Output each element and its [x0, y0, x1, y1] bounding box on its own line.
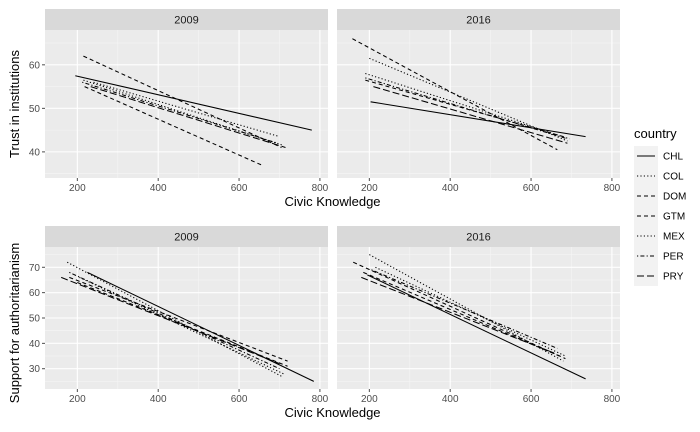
legend-label-chl: CHL — [663, 152, 683, 163]
panel-r2-2016-series-mex — [369, 254, 564, 362]
panel-r2-2009-x-tick-label: 600 — [231, 394, 248, 405]
panel-r1-2016-series-pry — [373, 86, 568, 144]
panel-r2-2009-series-per — [69, 271, 280, 370]
panel-r1-2009-strip-label: 2009 — [174, 15, 198, 27]
x-axis-title-row2: Civic Knowledge — [284, 405, 380, 420]
legend-label-col: COL — [663, 172, 684, 183]
panel-r1-2016-series-per — [365, 77, 568, 140]
panel-r1-2009-y-tick-label: 60 — [29, 60, 41, 71]
panel-r1-2009-series-dom — [84, 86, 262, 166]
panel-r2-2009-series-pry — [61, 276, 280, 365]
panel-r2-2009-strip-label: 2009 — [174, 232, 198, 244]
panel-r1-2016-series-chl — [370, 101, 586, 138]
y-axis-title-row2: Support for authoritarianism — [7, 243, 22, 403]
panel-r1-2016-series-dom — [365, 79, 564, 138]
panel-r2-2016-series-dom — [352, 261, 566, 360]
legend-label-gtm: GTM — [663, 212, 685, 223]
legend-key-bg-mex — [634, 226, 658, 246]
panel-r2-2016-strip — [337, 226, 620, 247]
panel-r2-2009-strip — [45, 226, 328, 247]
panel-r1-2009-x-tick-label: 600 — [231, 183, 248, 194]
panel-r2-2016-strip-label: 2016 — [466, 232, 490, 244]
legend-key-bg-col — [634, 166, 658, 186]
panel-r1-2009-series-col — [83, 79, 284, 146]
panel-r2-2009-x-tick-label: 400 — [150, 394, 167, 405]
panel-r2-2009-series-chl — [87, 271, 315, 382]
panel-r1-2009-series-pry — [90, 86, 286, 149]
panel-r2-2016-x-tick-label: 600 — [523, 394, 540, 405]
legend-label-pry: PRY — [663, 272, 684, 283]
panel-r2-2009-x-tick-label: 800 — [312, 394, 329, 405]
legend-key-bg-pry — [634, 266, 658, 286]
panel-r1-2016-series-gtm — [352, 38, 558, 151]
panel-r1-2009-x-tick-label: 800 — [312, 183, 329, 194]
y-axis-title-row1: Trust in institutions — [7, 50, 22, 158]
panel-r2-2009-y-tick-label: 50 — [29, 314, 41, 325]
panel-r2-2016-series-chl — [367, 274, 586, 380]
panel-r1-2016-x-tick-label: 800 — [604, 183, 621, 194]
legend: country CHL COL DOM GTM MEX PER PRY — [634, 126, 686, 286]
panel-r1-2016-background — [337, 30, 620, 178]
panel-r1-2016-x-tick-label: 400 — [442, 183, 459, 194]
legend-label-mex: MEX — [663, 232, 685, 243]
legend-key-bg-per — [634, 246, 658, 266]
panel-r1-2016-x-tick-label: 600 — [523, 183, 540, 194]
panel-r1-2009-series-chl — [75, 75, 312, 131]
panel-r2-2016-series-gtm — [363, 271, 560, 357]
panel-r1-2009-series-gtm — [83, 55, 282, 148]
panel-r2-2016-series-col — [375, 266, 566, 357]
panel-r2-2016-x-tick-label: 400 — [442, 394, 459, 405]
panel-r2-2009-y-tick-label: 40 — [29, 339, 41, 350]
panel-r2-2009-x-tick-label: 200 — [69, 394, 86, 405]
panel-r2-2016-series-per — [371, 269, 558, 349]
x-axis-title-row1: Civic Knowledge — [284, 194, 380, 209]
panel-r1-2016-strip-label: 2016 — [466, 15, 490, 27]
panel-r1-2009-y-tick-label: 50 — [29, 104, 41, 115]
panel-r1-2009-x-tick-label: 400 — [150, 183, 167, 194]
panel-r1-2016-x-tick-label: 200 — [361, 183, 378, 194]
panel-r1-2009-y-tick-label: 40 — [29, 147, 41, 158]
panel-r2-2009-y-tick-label: 70 — [29, 263, 41, 274]
panel-r2-2016-x-tick-label: 200 — [361, 394, 378, 405]
panel-r1-2009-strip — [45, 9, 328, 30]
panel-r1-2016-strip — [337, 9, 620, 30]
panel-r2-2016-series-pry — [361, 276, 556, 354]
panel-r1-2009-x-tick-label: 200 — [69, 183, 86, 194]
panel-r2-2009-y-tick-label: 30 — [29, 364, 41, 375]
panel-r2-2009-y-tick-label: 60 — [29, 288, 41, 299]
panel-r2-2009-series-col — [79, 276, 284, 375]
legend-label-per: PER — [663, 252, 684, 263]
legend-title: country — [634, 126, 677, 141]
panel-r2-2009-series-dom — [77, 282, 288, 367]
panel-r2-2009-series-gtm — [69, 276, 288, 362]
legend-label-dom: DOM — [663, 192, 686, 203]
panel-r2-2016-x-tick-label: 800 — [604, 394, 621, 405]
panel-r1-2009-series-per — [82, 81, 278, 144]
